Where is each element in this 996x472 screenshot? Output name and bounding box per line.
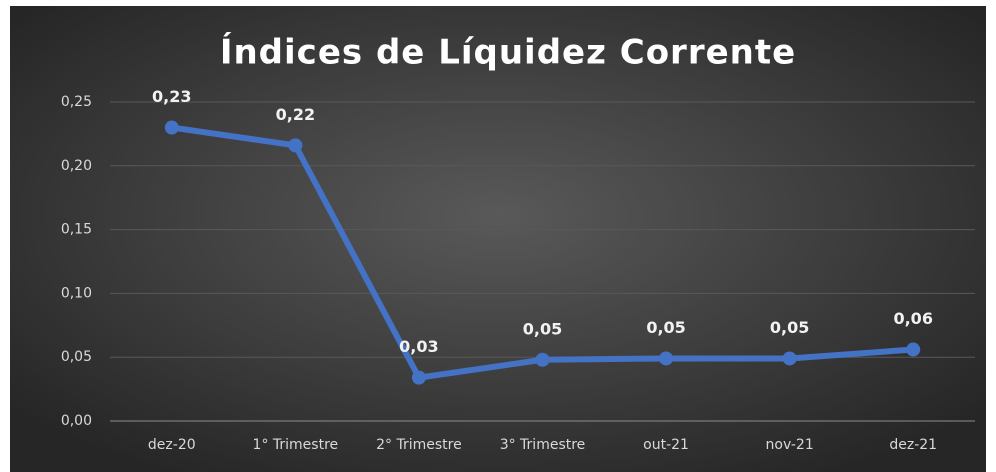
y-tick-label: 0,05: [61, 349, 92, 365]
data-label: 0,23: [152, 87, 191, 106]
y-tick-label: 0,20: [61, 158, 92, 174]
y-tick-label: 0,25: [61, 94, 92, 110]
x-tick-label: 1° Trimestre: [253, 437, 339, 453]
x-tick-label: dez-20: [148, 437, 196, 453]
x-tick-label: nov-21: [766, 437, 814, 453]
x-tick-label: 2° Trimestre: [376, 437, 462, 453]
data-point: [535, 352, 550, 367]
data-point: [906, 342, 921, 357]
x-tick-label: 3° Trimestre: [500, 437, 586, 453]
data-label: 0,05: [770, 318, 809, 337]
data-point: [288, 138, 303, 153]
y-tick-label: 0,00: [61, 413, 92, 429]
chart-background: [10, 6, 986, 472]
data-label: 0,06: [893, 309, 932, 328]
x-tick-label: dez-21: [889, 437, 937, 453]
data-point: [659, 351, 674, 366]
x-tick-label: out-21: [643, 437, 689, 453]
data-point: [164, 120, 179, 135]
data-label: 0,05: [523, 319, 562, 338]
y-tick-label: 0,10: [61, 285, 92, 301]
data-label: 0,05: [646, 318, 685, 337]
data-label: 0,03: [399, 337, 438, 356]
y-tick-label: 0,15: [61, 222, 92, 238]
data-point: [411, 370, 426, 385]
data-label: 0,22: [276, 105, 315, 124]
data-point: [782, 351, 797, 366]
chart-title: Índices de Líquidez Corrente: [220, 32, 796, 73]
